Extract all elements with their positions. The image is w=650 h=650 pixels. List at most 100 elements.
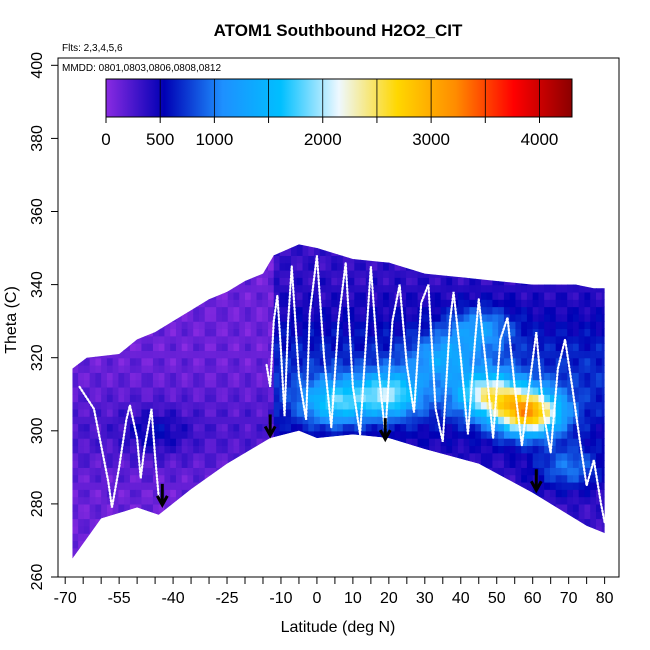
heatmap-cell [411, 277, 419, 286]
heatmap-cell [595, 372, 603, 381]
heatmap-cell [561, 474, 568, 483]
heatmap-cell [124, 474, 131, 483]
heatmap-cell [406, 335, 413, 344]
heatmap-cell [210, 408, 217, 417]
heatmap-cell [170, 269, 177, 278]
heatmap-cell [296, 321, 304, 330]
heatmap-cell [170, 255, 177, 264]
heatmap-cell [590, 343, 597, 351]
heatmap-cell [429, 416, 436, 425]
heatmap-cell [572, 365, 580, 373]
heatmap-cell [590, 365, 597, 373]
heatmap-cell [394, 313, 401, 322]
heatmap-cell [498, 233, 504, 241]
heatmap-cell [187, 350, 194, 359]
heatmap-cell [227, 379, 235, 388]
heatmap-cell [221, 416, 229, 425]
heatmap-cell [515, 445, 522, 454]
heatmap-cell [584, 262, 591, 271]
heatmap-cell [239, 401, 246, 410]
heatmap-cell [538, 408, 545, 417]
heatmap-cell [112, 408, 120, 417]
heatmap-cell [434, 284, 442, 293]
heatmap-cell [78, 269, 85, 278]
heatmap-cell [567, 357, 574, 366]
heatmap-cell [83, 445, 91, 454]
heatmap-cell [245, 233, 251, 241]
heatmap-cell [83, 379, 91, 388]
heatmap-cell [377, 306, 384, 315]
heatmap-cell [549, 357, 557, 366]
heatmap-cell [221, 430, 229, 439]
heatmap-cell [205, 233, 211, 241]
heatmap-cell [509, 394, 517, 403]
heatmap-cell [578, 474, 586, 483]
heatmap-cell [141, 474, 148, 483]
heatmap-cell [503, 284, 511, 293]
heatmap-cell [406, 430, 413, 439]
heatmap-cell [584, 255, 591, 264]
heatmap-cell [561, 481, 568, 490]
heatmap-cell [371, 262, 378, 271]
heatmap-cell [147, 357, 154, 366]
heatmap-cell [521, 299, 528, 308]
heatmap-cell [147, 277, 154, 286]
heatmap-cell [135, 430, 143, 439]
heatmap-cell [354, 365, 361, 373]
heatmap-cell [227, 335, 235, 344]
heatmap-cell [526, 244, 534, 249]
heatmap-cell [601, 372, 605, 381]
heatmap-cell [457, 335, 465, 344]
heatmap-cell [106, 416, 114, 425]
heatmap-cell [72, 299, 79, 308]
heatmap-cell [601, 248, 605, 256]
heatmap-cell [492, 460, 499, 468]
heatmap-cell [463, 350, 470, 359]
heatmap-cell [170, 328, 177, 337]
heatmap-cell [360, 335, 367, 344]
heatmap-cell [319, 284, 327, 293]
heatmap-cell [584, 481, 591, 490]
heatmap-cell [555, 343, 563, 351]
heatmap-cell [532, 284, 540, 293]
heatmap-cell [193, 467, 200, 476]
heatmap-cell [216, 372, 223, 381]
heatmap-cell [135, 394, 143, 403]
heatmap-cell [314, 248, 321, 256]
heatmap-cell [158, 350, 166, 359]
heatmap-cell [457, 313, 465, 322]
heatmap-cell [152, 284, 160, 293]
heatmap-cell [561, 328, 568, 337]
heatmap-cell [152, 328, 160, 337]
heatmap-cell [486, 445, 494, 454]
heatmap-cell [446, 438, 453, 447]
heatmap-cell [595, 386, 603, 395]
heatmap-cell [480, 372, 488, 381]
heatmap-cell [78, 350, 85, 359]
heatmap-cell [268, 299, 275, 308]
heatmap-cell [291, 233, 297, 241]
heatmap-cell [331, 343, 338, 351]
heatmap-cell [210, 467, 217, 476]
heatmap-cell [124, 255, 131, 264]
heatmap-cell [417, 401, 424, 410]
heatmap-cell [469, 394, 476, 403]
heatmap-cell [486, 386, 494, 395]
heatmap-cell [521, 357, 528, 366]
heatmap-cell [204, 452, 212, 461]
heatmap-cell [572, 481, 580, 490]
heatmap-cell [72, 401, 79, 410]
heatmap-cell [285, 284, 292, 293]
heatmap-cell [417, 255, 424, 264]
arrow-markers [155, 414, 543, 508]
heatmap-cell [446, 262, 453, 271]
heatmap-cell [83, 306, 91, 315]
heatmap-cell [526, 438, 534, 447]
heatmap-cell [78, 328, 85, 337]
heatmap-cell [135, 277, 143, 286]
heatmap-cell [129, 321, 137, 330]
heatmap-cell [89, 350, 96, 359]
heatmap-cell [365, 423, 373, 432]
heatmap-cell [452, 430, 459, 439]
heatmap-cell [233, 321, 240, 330]
